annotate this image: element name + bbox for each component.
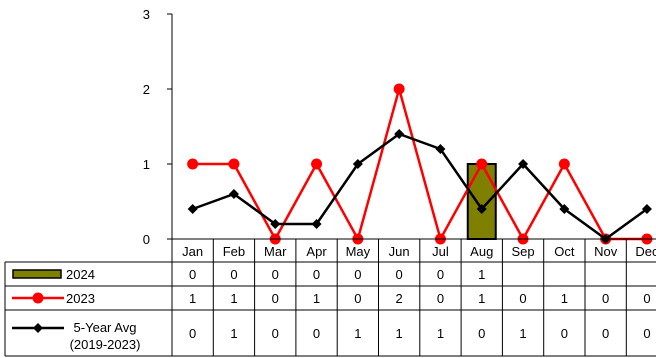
series-2023-point <box>311 158 323 170</box>
legend-label: 2024 <box>66 267 95 282</box>
legend-key-2024 <box>12 269 62 279</box>
table-cell-value: 0 <box>478 326 485 341</box>
table-cell-value: 1 <box>396 326 403 341</box>
table-cell-value: 0 <box>189 326 196 341</box>
series-5yr-avg-point <box>518 159 529 169</box>
table-cell-value: 1 <box>478 267 485 282</box>
table-cell-value: 0 <box>396 267 403 282</box>
series-2023-point <box>476 158 488 170</box>
table-cell-value: 0 <box>313 267 320 282</box>
series-5yr-avg-point <box>270 219 281 229</box>
x-tick-label: Aug <box>470 244 493 259</box>
series-2023-point <box>393 83 405 95</box>
table-cell-value: 0 <box>519 291 526 306</box>
x-tick-label: Jan <box>182 244 203 259</box>
series-2023-point <box>558 158 570 170</box>
table-cell-value: 1 <box>478 291 485 306</box>
x-tick-label: Apr <box>306 244 327 259</box>
x-tick-label: Dec <box>635 244 656 259</box>
series-5yr-avg-point <box>187 204 198 214</box>
table-cell-value: 0 <box>272 267 279 282</box>
table-cell-value: 1 <box>561 291 568 306</box>
legend-label: 5-Year Avg <box>74 320 137 335</box>
x-tick-label: Nov <box>594 244 618 259</box>
series-2023-line <box>192 84 647 243</box>
series-2023-point <box>228 158 240 170</box>
series-5yr-avg-point <box>228 189 239 199</box>
legend-label: (2019-2023) <box>70 337 141 352</box>
table-cell-value: 0 <box>643 326 650 341</box>
series-lines <box>187 83 653 245</box>
series-5yr-avg-point <box>559 204 570 214</box>
legend-label: 2023 <box>66 291 95 306</box>
legend-key-2023-marker <box>32 292 44 304</box>
table-cell-value: 1 <box>313 291 320 306</box>
table-cell-value: 0 <box>354 267 361 282</box>
table-cell-value: 1 <box>230 326 237 341</box>
y-tick-label: 2 <box>143 82 150 97</box>
series-5yr-avg-point <box>435 144 446 154</box>
table-cell-value: 0 <box>561 326 568 341</box>
table-cell-value: 1 <box>519 326 526 341</box>
y-tick-label: 3 <box>143 7 150 22</box>
table-cell-value: 1 <box>354 326 361 341</box>
table-cell-value: 2 <box>396 291 403 306</box>
legend-key-avg-marker <box>33 323 43 333</box>
table-cell-value: 0 <box>272 326 279 341</box>
table-cell-value: 0 <box>643 291 650 306</box>
table-cell-value: 0 <box>313 326 320 341</box>
y-axis: 0 1 2 3 <box>143 7 173 247</box>
y-tick-label: 0 <box>143 232 150 247</box>
y-tick-label: 1 <box>143 157 150 172</box>
series-5yr-avg-point <box>352 159 363 169</box>
table-cell-value: 0 <box>354 291 361 306</box>
table-cell-value: 0 <box>437 291 444 306</box>
table-cell-value: 0 <box>602 291 609 306</box>
series-5yr-avg-point <box>311 219 322 229</box>
series-5yr-avg-line <box>192 132 648 241</box>
table-cell-value: 0 <box>437 267 444 282</box>
series-5yr-avg-point <box>394 129 405 139</box>
table-cell-value: 0 <box>272 291 279 306</box>
x-tick-label: Sep <box>511 244 534 259</box>
table-cell-value: 0 <box>189 267 196 282</box>
x-tick-label: May <box>346 244 371 259</box>
bars-2024 <box>466 163 497 240</box>
x-tick-label: Jul <box>432 244 449 259</box>
table-cell-value: 0 <box>230 267 237 282</box>
table-cell-value: 1 <box>437 326 444 341</box>
x-tick-label: Oct <box>554 244 575 259</box>
series-5yr-avg-point <box>476 204 487 214</box>
series-2023-point <box>187 158 199 170</box>
bar-2024 <box>466 163 497 240</box>
table-cell-value: 1 <box>230 291 237 306</box>
table-cell-value: 0 <box>602 326 609 341</box>
x-tick-label: Mar <box>264 244 287 259</box>
series-5yr-avg-point <box>641 204 652 214</box>
x-tick-label: Feb <box>223 244 245 259</box>
x-tick-label: Jun <box>389 244 410 259</box>
data-table: Jan Feb Mar Apr May Jun Jul Aug Sep Oct Nov Dec 2024… <box>4 238 656 357</box>
table-cell-value: 1 <box>189 291 196 306</box>
